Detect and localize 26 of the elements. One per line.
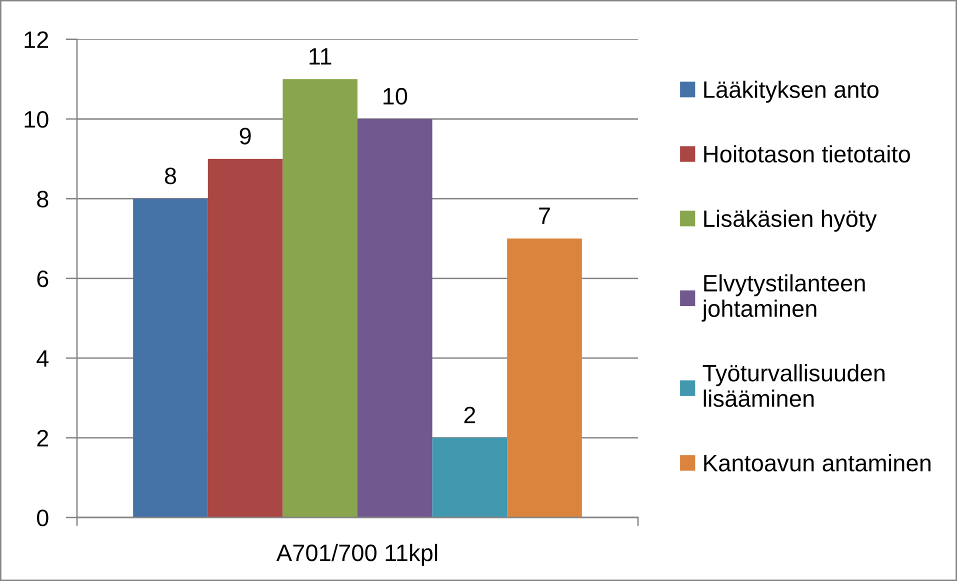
y-tick-label: 2: [37, 430, 48, 446]
legend-label: Lisäkäsien hyöty: [704, 210, 877, 232]
data-label: 8: [164, 168, 176, 184]
y-tick-label: 8: [37, 190, 48, 208]
bar: [358, 119, 432, 518]
data-label: 9: [240, 128, 251, 144]
legend-label: Työturvallisuuden lisääminen: [702, 364, 884, 407]
data-label: 10: [384, 88, 408, 105]
data-label: 11: [310, 48, 332, 65]
legend-label: Lääkityksen anto: [704, 80, 878, 103]
y-tick-label: 10: [24, 111, 48, 128]
x-tick-label: A701/700 11kpl: [276, 544, 438, 566]
y-tick-label: 12: [24, 31, 48, 48]
bar: [133, 198, 208, 518]
legend-label: Kantoavun antaminen: [704, 454, 930, 472]
bar: [282, 79, 358, 518]
bar: [432, 438, 508, 518]
y-tick-label: 4: [36, 350, 49, 367]
legend-label: Elvytystilanteen johtaminen: [702, 274, 865, 322]
y-tick-label: 6: [37, 270, 48, 288]
data-label: 7: [539, 208, 550, 224]
bar: [208, 158, 283, 518]
y-tick-label: 0: [37, 510, 48, 526]
legend-label: Hoitotason tietotaito: [704, 145, 910, 163]
bar: [507, 238, 582, 518]
data-label: 2: [464, 406, 476, 424]
